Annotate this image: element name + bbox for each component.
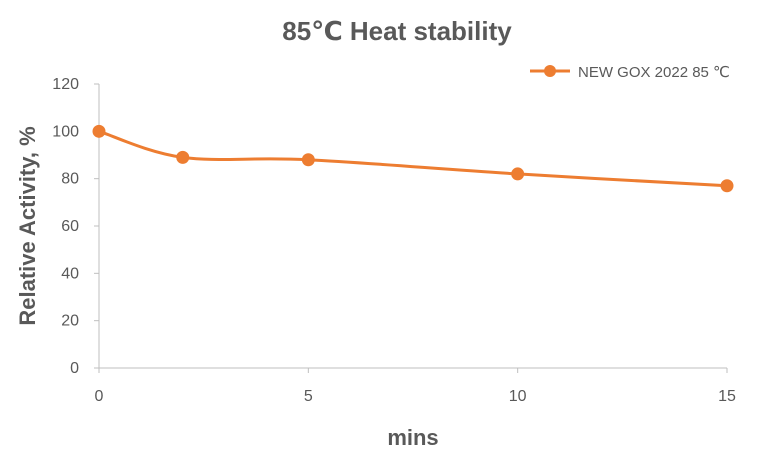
x-axis-title: mins (387, 425, 438, 450)
x-tick-label: 15 (718, 388, 736, 405)
x-tick-label: 10 (509, 388, 527, 405)
legend-marker (544, 65, 556, 77)
y-tick-label: 20 (61, 313, 79, 330)
chart-title: 85℃ Heat stability (282, 16, 512, 46)
data-point (720, 179, 734, 193)
tick-labels: 0 20 40 60 80 100 120 0 5 10 15 (52, 76, 736, 405)
series-layer (92, 124, 734, 193)
y-tick-label: 0 (70, 360, 79, 377)
data-point (176, 150, 190, 164)
y-tick-label: 100 (52, 123, 79, 140)
data-point (92, 124, 106, 138)
y-tick-label: 80 (61, 171, 79, 188)
x-tick-label: 5 (304, 388, 313, 405)
legend: NEW GOX 2022 85 ℃ (530, 64, 730, 81)
y-axis-title: Relative Activity, % (15, 126, 40, 325)
y-tick-label: 120 (52, 76, 79, 93)
axes (94, 83, 728, 373)
data-point (511, 167, 525, 181)
x-tick-label: 0 (95, 388, 104, 405)
legend-label: NEW GOX 2022 85 ℃ (578, 64, 730, 81)
y-tick-label: 60 (61, 218, 79, 235)
y-tick-label: 40 (61, 265, 79, 282)
series-line (98, 129, 728, 188)
data-point (301, 153, 315, 167)
